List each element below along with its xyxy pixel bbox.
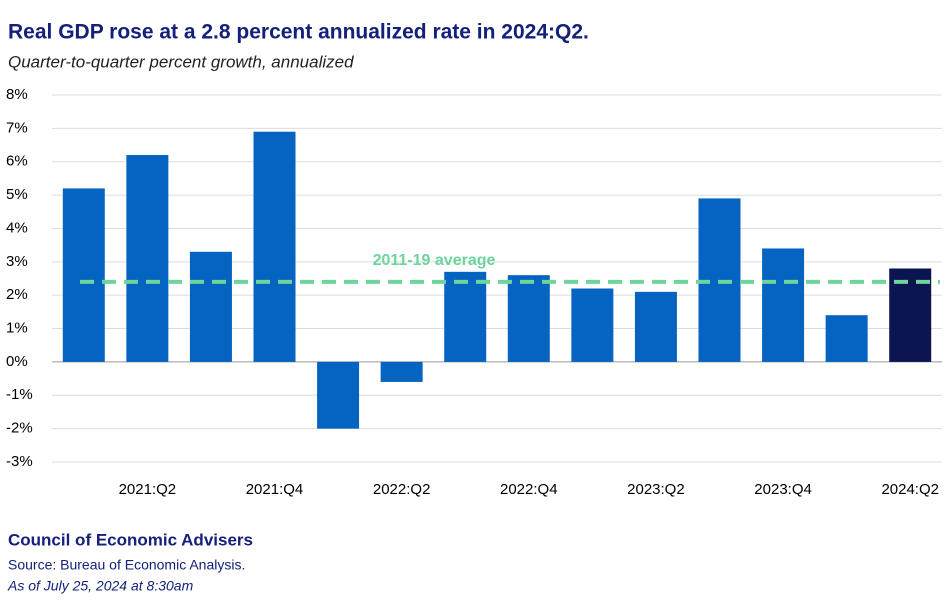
bar	[189, 251, 232, 362]
bar	[634, 291, 677, 362]
y-tick-label: -2%	[6, 420, 33, 437]
bar	[253, 131, 296, 362]
footer-date: As of July 25, 2024 at 8:30am	[7, 578, 194, 594]
y-tick-label: 7%	[6, 119, 28, 136]
x-tick-label: 2023:Q2	[627, 481, 685, 498]
x-tick-label: 2024:Q2	[881, 481, 939, 498]
footer-source: Source: Bureau of Economic Analysis.	[8, 557, 245, 573]
x-tick-label: 2023:Q4	[754, 481, 812, 498]
chart-title: Real GDP rose at a 2.8 percent annualize…	[8, 21, 589, 44]
x-tick-label: 2021:Q4	[246, 481, 304, 498]
bar	[62, 188, 105, 362]
y-tick-label: 2%	[6, 286, 28, 303]
bar	[126, 155, 169, 362]
y-tick-label: 5%	[6, 186, 28, 203]
y-tick-label: 6%	[6, 153, 28, 170]
y-tick-label: 0%	[6, 353, 28, 370]
footer-org: Council of Economic Advisers	[8, 530, 253, 549]
bar	[317, 361, 360, 429]
y-tick-label: -3%	[6, 453, 33, 470]
y-tick-label: 1%	[6, 320, 28, 337]
bar	[825, 315, 868, 362]
y-tick-label: 3%	[6, 253, 28, 270]
bar	[507, 275, 550, 362]
bar	[571, 288, 614, 362]
y-tick-label: 8%	[6, 86, 28, 103]
x-tick-label: 2021:Q2	[119, 481, 177, 498]
bar	[380, 361, 423, 382]
bar	[762, 248, 805, 362]
chart-subtitle: Quarter-to-quarter percent growth, annua…	[8, 52, 354, 71]
x-tick-label: 2022:Q2	[373, 481, 431, 498]
x-tick-label: 2022:Q4	[500, 481, 558, 498]
y-tick-label: -1%	[6, 386, 33, 403]
bar	[444, 271, 487, 362]
bar	[889, 268, 932, 362]
y-tick-label: 4%	[6, 219, 28, 236]
average-label: 2011-19 average	[373, 252, 496, 269]
